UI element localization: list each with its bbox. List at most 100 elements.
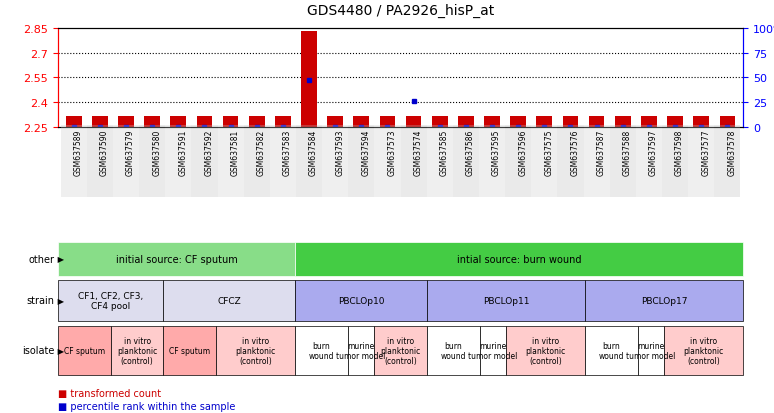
FancyBboxPatch shape bbox=[585, 280, 743, 321]
Text: GSM637590: GSM637590 bbox=[100, 130, 109, 176]
FancyBboxPatch shape bbox=[295, 242, 743, 276]
Bar bbox=[191, 126, 217, 198]
FancyBboxPatch shape bbox=[427, 326, 480, 375]
Text: ■ transformed count: ■ transformed count bbox=[58, 389, 161, 399]
FancyBboxPatch shape bbox=[480, 326, 506, 375]
Bar bbox=[87, 126, 113, 198]
Text: GSM637585: GSM637585 bbox=[440, 130, 449, 176]
Text: in vitro
planktonic
(control): in vitro planktonic (control) bbox=[117, 336, 157, 366]
FancyBboxPatch shape bbox=[664, 326, 743, 375]
Text: GSM637577: GSM637577 bbox=[701, 130, 711, 176]
Bar bbox=[589, 117, 604, 128]
Bar bbox=[584, 126, 610, 198]
Text: GSM637596: GSM637596 bbox=[519, 130, 527, 176]
Text: ▶: ▶ bbox=[55, 296, 64, 305]
Text: CF1, CF2, CF3,
CF4 pool: CF1, CF2, CF3, CF4 pool bbox=[78, 291, 143, 311]
Bar bbox=[479, 126, 505, 198]
Bar bbox=[505, 126, 531, 198]
Text: in vitro
planktonic
(control): in vitro planktonic (control) bbox=[683, 336, 724, 366]
Bar bbox=[296, 126, 322, 198]
FancyBboxPatch shape bbox=[585, 326, 638, 375]
Bar bbox=[60, 126, 87, 198]
Text: GSM637574: GSM637574 bbox=[413, 130, 423, 176]
Text: PBCLOp17: PBCLOp17 bbox=[641, 296, 687, 305]
FancyBboxPatch shape bbox=[58, 242, 295, 276]
Text: GSM637584: GSM637584 bbox=[309, 130, 318, 176]
Text: GSM637578: GSM637578 bbox=[728, 130, 736, 176]
FancyBboxPatch shape bbox=[638, 326, 664, 375]
Bar bbox=[720, 117, 735, 128]
Bar bbox=[485, 117, 500, 128]
FancyBboxPatch shape bbox=[216, 326, 295, 375]
Bar bbox=[401, 126, 426, 198]
Bar bbox=[139, 126, 165, 198]
Text: ▶: ▶ bbox=[55, 255, 64, 264]
Text: in vitro
planktonic
(control): in vitro planktonic (control) bbox=[235, 336, 276, 366]
Bar bbox=[563, 117, 578, 128]
Text: other: other bbox=[28, 254, 54, 264]
Text: GSM637597: GSM637597 bbox=[649, 130, 658, 176]
Bar bbox=[270, 126, 296, 198]
Text: CFCZ: CFCZ bbox=[217, 296, 241, 305]
FancyBboxPatch shape bbox=[163, 280, 295, 321]
Bar bbox=[615, 117, 631, 128]
Text: GSM637593: GSM637593 bbox=[335, 130, 344, 176]
FancyBboxPatch shape bbox=[374, 326, 427, 375]
Bar bbox=[432, 117, 447, 128]
FancyBboxPatch shape bbox=[427, 280, 585, 321]
Text: GSM637579: GSM637579 bbox=[126, 130, 135, 176]
Bar bbox=[301, 32, 317, 128]
Text: in vitro
planktonic
(control): in vitro planktonic (control) bbox=[380, 336, 421, 366]
Bar bbox=[610, 126, 636, 198]
Bar bbox=[379, 117, 396, 128]
Text: GSM637587: GSM637587 bbox=[597, 130, 605, 176]
Text: ▶: ▶ bbox=[55, 346, 64, 355]
Text: GSM637595: GSM637595 bbox=[492, 130, 501, 176]
Text: initial source: CF sputum: initial source: CF sputum bbox=[116, 254, 238, 264]
Bar bbox=[249, 117, 265, 128]
Text: strain: strain bbox=[26, 296, 54, 306]
FancyBboxPatch shape bbox=[111, 326, 163, 375]
Bar bbox=[510, 117, 526, 128]
Bar bbox=[714, 126, 741, 198]
Bar bbox=[197, 117, 212, 128]
Text: ■ percentile rank within the sample: ■ percentile rank within the sample bbox=[58, 401, 235, 411]
Bar bbox=[327, 117, 343, 128]
Text: CF sputum: CF sputum bbox=[63, 346, 105, 355]
Bar bbox=[244, 126, 270, 198]
FancyBboxPatch shape bbox=[506, 326, 585, 375]
Bar bbox=[453, 126, 479, 198]
Text: PBCLOp11: PBCLOp11 bbox=[483, 296, 529, 305]
Bar bbox=[322, 126, 348, 198]
Text: GSM637583: GSM637583 bbox=[283, 130, 292, 176]
Text: GSM637586: GSM637586 bbox=[466, 130, 475, 176]
Bar bbox=[662, 126, 688, 198]
FancyBboxPatch shape bbox=[348, 326, 374, 375]
Bar bbox=[536, 117, 552, 128]
Bar bbox=[144, 117, 160, 128]
Text: GSM637589: GSM637589 bbox=[74, 130, 83, 176]
Bar bbox=[165, 126, 191, 198]
Bar bbox=[458, 117, 474, 128]
Text: GSM637576: GSM637576 bbox=[570, 130, 580, 176]
FancyBboxPatch shape bbox=[295, 326, 348, 375]
Bar bbox=[113, 126, 139, 198]
FancyBboxPatch shape bbox=[295, 280, 427, 321]
Bar bbox=[557, 126, 584, 198]
Text: burn
wound: burn wound bbox=[309, 341, 334, 360]
Bar bbox=[406, 117, 422, 128]
Bar bbox=[694, 117, 709, 128]
Text: murine
tumor model: murine tumor model bbox=[626, 341, 676, 360]
FancyBboxPatch shape bbox=[58, 326, 111, 375]
Text: GDS4480 / PA2926_hisP_at: GDS4480 / PA2926_hisP_at bbox=[307, 4, 494, 18]
Bar bbox=[426, 126, 453, 198]
Text: murine
tumor model: murine tumor model bbox=[337, 341, 385, 360]
Text: GSM637582: GSM637582 bbox=[257, 130, 265, 176]
Text: GSM637588: GSM637588 bbox=[623, 130, 632, 176]
Bar bbox=[636, 126, 662, 198]
FancyBboxPatch shape bbox=[163, 326, 216, 375]
Bar bbox=[641, 117, 657, 128]
Bar bbox=[223, 117, 238, 128]
FancyBboxPatch shape bbox=[58, 280, 163, 321]
Text: isolate: isolate bbox=[22, 346, 54, 356]
